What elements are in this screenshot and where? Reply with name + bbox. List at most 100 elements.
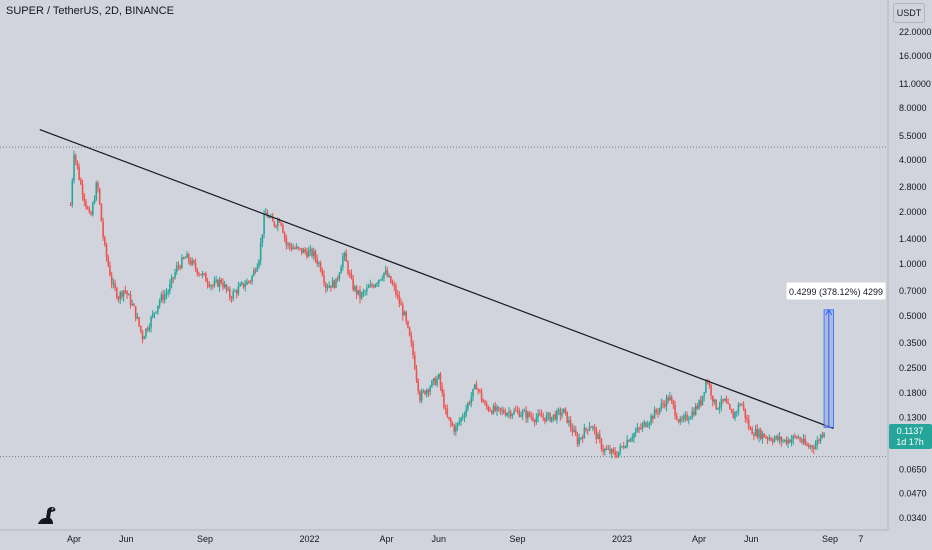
candle-body (116, 288, 118, 298)
candle-body (302, 249, 305, 253)
candle-body (432, 378, 435, 381)
currency-button[interactable]: USDT (893, 3, 925, 23)
candle-body (146, 328, 149, 330)
candle-body (343, 252, 346, 257)
candle-body (109, 265, 111, 276)
time-tick-label: 2022 (299, 534, 319, 544)
price-axis[interactable]: 22.0000 16.0000 11.0000 8.0000 5.5000 4.0000 2… (887, 0, 932, 530)
candle-body (182, 257, 185, 259)
candle-body (626, 440, 628, 447)
candle-body (741, 404, 743, 406)
candle-body (326, 287, 329, 289)
candle-body (729, 404, 731, 410)
candle-body (667, 397, 670, 401)
candle-body (98, 188, 101, 204)
candle-body (619, 446, 622, 452)
candle-body (378, 279, 380, 284)
candle-body (321, 270, 324, 276)
time-axis[interactable]: Apr Jun Sep 2022 Apr Jun Sep 2023 Apr Jun Sep 7 (0, 529, 888, 544)
candle-body (80, 179, 82, 185)
candle-body (300, 248, 303, 253)
candle-body (210, 285, 212, 287)
price-tick-label: 22.0000 (899, 27, 932, 37)
candle-body (71, 180, 74, 205)
candle-body (638, 427, 640, 429)
candle-body (184, 257, 187, 259)
candle-body (162, 294, 164, 300)
candle-body (487, 406, 490, 411)
candle-body (251, 275, 253, 282)
candle-body (773, 438, 776, 442)
candle-body (259, 242, 262, 261)
candle-body (169, 283, 171, 292)
candle-body (693, 411, 695, 416)
trendline-layer[interactable] (39, 128, 834, 430)
tradingview-dino-icon[interactable] (34, 502, 60, 528)
candle-body (242, 282, 245, 288)
candle-body (383, 272, 385, 279)
time-tick-label: Sep (197, 534, 213, 544)
candle-body (280, 222, 283, 225)
candle-body (307, 250, 310, 257)
trendline[interactable] (39, 128, 834, 430)
candle-body (384, 270, 387, 273)
candle-body (408, 327, 411, 336)
candle-body (681, 419, 683, 421)
candle-body (431, 380, 433, 387)
candle-body (590, 426, 592, 428)
candle-body (357, 290, 360, 294)
candle-body (679, 419, 682, 422)
candle-body (472, 388, 474, 397)
candle-body (586, 429, 589, 431)
candle-body (544, 417, 546, 422)
candle-body (658, 407, 661, 413)
candle-body (165, 293, 168, 295)
candle-body (347, 261, 349, 274)
candle-body (814, 445, 817, 449)
price-tick-label: 5.5000 (899, 131, 927, 141)
candle-body (114, 283, 116, 289)
candle-body (254, 270, 257, 272)
candle-body (669, 396, 671, 401)
candle-body (804, 438, 807, 445)
time-tick-label: 7 (858, 534, 863, 544)
candle-body (484, 402, 486, 405)
candle-body (453, 425, 455, 432)
candle-body (583, 427, 586, 439)
candle-body (703, 392, 705, 396)
candle-body (739, 404, 741, 406)
candle-body (177, 265, 180, 267)
candle-body (131, 303, 134, 305)
candle-body (467, 402, 469, 409)
candle-body (134, 306, 137, 319)
candle-body (97, 183, 99, 189)
candle-body (701, 395, 704, 405)
symbol-title[interactable]: SUPER / TetherUS, 2D, BINANCE (6, 5, 174, 17)
candle-body (713, 399, 716, 402)
candle-body (74, 155, 77, 161)
candle-body (699, 400, 702, 405)
candle-body (150, 317, 152, 328)
candle-body (436, 378, 438, 385)
candle-body (650, 415, 652, 423)
candle-body (634, 431, 637, 434)
candle-body (790, 439, 793, 443)
candle-body (789, 439, 791, 443)
candle-body (508, 411, 510, 414)
candle-body (525, 410, 527, 419)
candle-body (633, 433, 635, 438)
price-tick-label: 0.1800 (899, 388, 927, 398)
candle-body (561, 413, 563, 416)
measure-tool[interactable]: 0.4299 (378.12%) 4299 (785, 281, 887, 428)
candle-body (801, 440, 803, 443)
candle-body (643, 422, 646, 425)
candle-body (186, 253, 188, 258)
candle-body (597, 434, 599, 440)
candle-body (367, 287, 370, 289)
candle-body (759, 429, 762, 439)
candle-body (566, 411, 568, 423)
candle-body (381, 278, 384, 280)
candle-body (446, 409, 449, 417)
